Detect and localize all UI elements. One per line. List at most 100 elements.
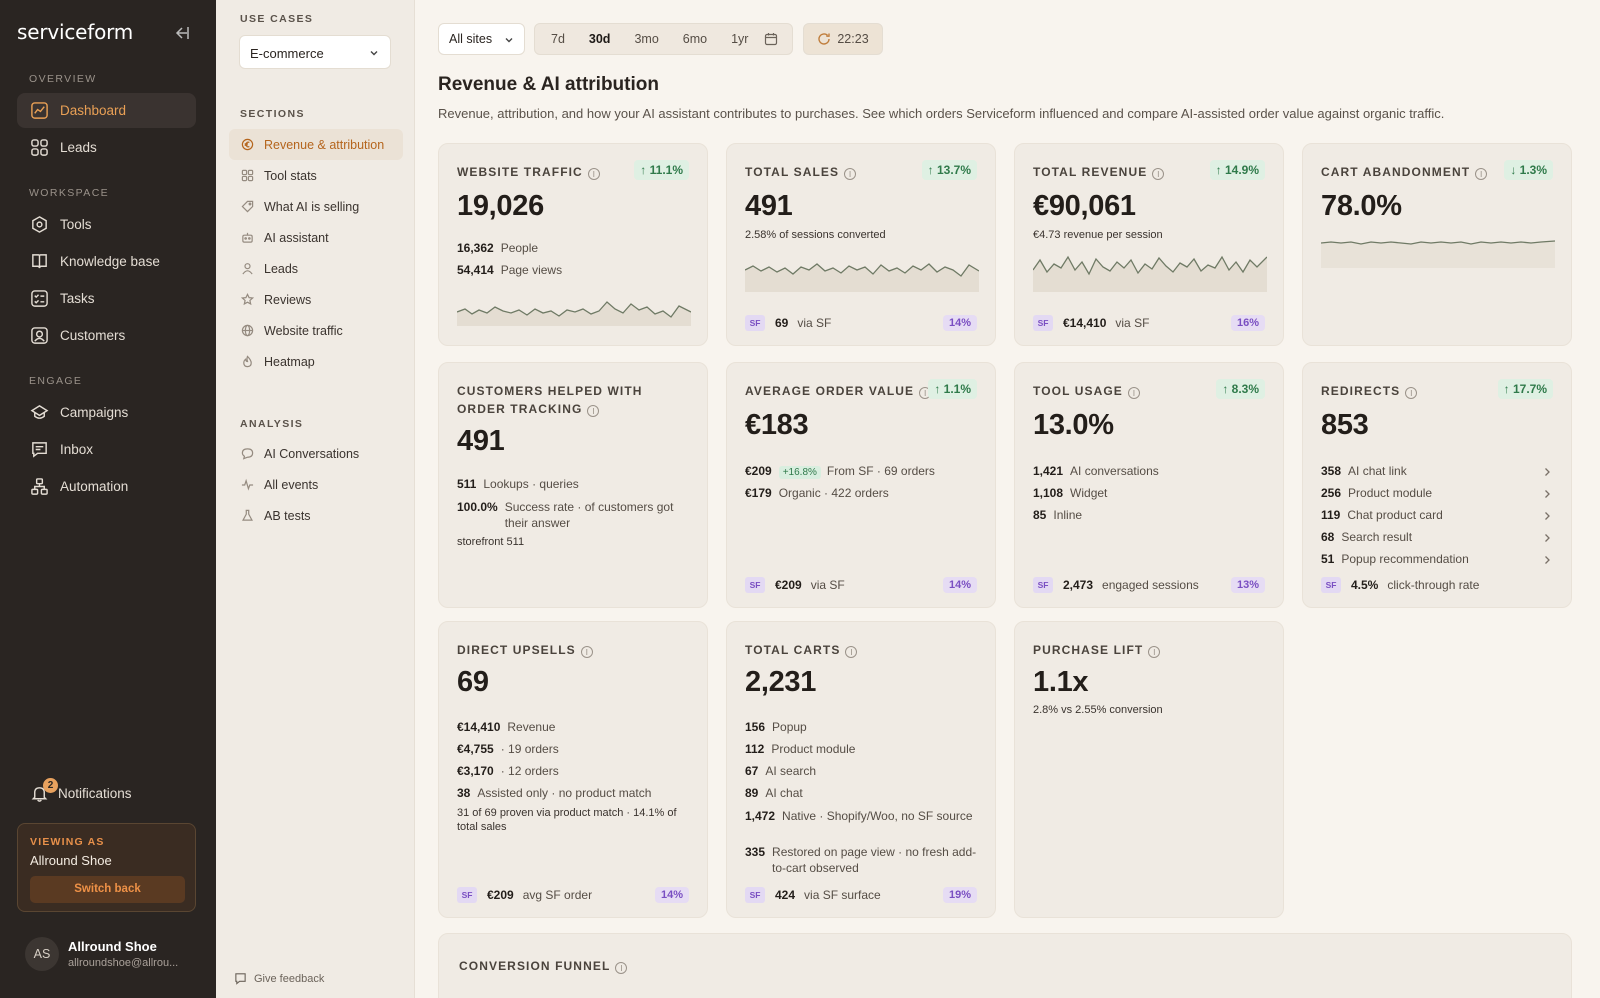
section-label-workspace: WORKSPACE: [29, 187, 110, 199]
sf-badge: SF: [1033, 577, 1053, 593]
switch-back-button[interactable]: Switch back: [30, 876, 185, 903]
sf-badge: SF: [457, 887, 477, 903]
calendar-icon[interactable]: [764, 32, 778, 46]
card-order-tracking: CUSTOMERS HELPED WITH ORDER TRACKING i 49…: [438, 362, 708, 608]
main-content: All sites 7d 30d 3mo 6mo 1yr 22:23 Reven…: [415, 0, 1600, 998]
nav-leads[interactable]: Leads: [17, 130, 196, 165]
section-all-events[interactable]: All events: [229, 469, 403, 500]
nav-campaigns[interactable]: Campaigns: [17, 395, 196, 430]
uplift-badge: +16.8%: [778, 466, 821, 479]
grid-icon: [241, 169, 254, 182]
range-7d[interactable]: 7d: [551, 32, 565, 46]
chevron-right-icon[interactable]: [1543, 467, 1551, 477]
section-label: What AI is selling: [264, 199, 360, 214]
nav-automation[interactable]: Automation: [17, 469, 196, 504]
nav-customers[interactable]: Customers: [17, 318, 196, 353]
metric-row: 335 Restored on page view · no fresh add-…: [745, 845, 977, 875]
metric-row: 89 AI chat: [745, 786, 803, 800]
redirect-row[interactable]: 119 Chat product card: [1321, 508, 1443, 522]
metric-value: 13.0%: [1033, 409, 1114, 441]
section-label: AB tests: [264, 508, 311, 523]
tag-icon: [241, 200, 254, 213]
info-icon: i: [1148, 646, 1161, 658]
section-ai-conversations[interactable]: AI Conversations: [229, 438, 403, 469]
info-icon: i: [845, 646, 858, 658]
chart-icon: [31, 102, 48, 119]
page-description: Revenue, attribution, and how your AI as…: [438, 106, 1445, 121]
section-tool-stats[interactable]: Tool stats: [229, 160, 403, 191]
metric-value: 69: [457, 666, 489, 698]
metric-value: 491: [745, 190, 793, 222]
section-nav: USE CASES E-commerce SECTIONS Revenue & …: [216, 0, 415, 998]
change-badge: ↑ 14.9%: [1209, 160, 1265, 180]
card-redirects: REDIRECTS i ↑ 17.7% 853 358 AI chat link 2…: [1302, 362, 1572, 608]
metric-value: 19,026: [457, 190, 544, 222]
nav-label: Leads: [60, 140, 97, 155]
nav-label: Customers: [60, 328, 126, 343]
use-case-select[interactable]: E-commerce: [239, 35, 391, 69]
section-revenue-attribution[interactable]: Revenue & attribution: [229, 129, 403, 160]
flame-icon: [243, 355, 252, 368]
metric-row: 156 Popup: [745, 720, 807, 734]
metric-value: 853: [1321, 409, 1369, 441]
sf-footer: SF 2,473 engaged sessions 13%: [1033, 576, 1265, 594]
card-title: TOTAL REVENUE i: [1033, 163, 1165, 181]
metric-value: €90,061: [1033, 190, 1136, 222]
section-label: AI assistant: [264, 230, 329, 245]
sf-footer: SF 424 via SF surface 19%: [745, 886, 977, 904]
section-leads[interactable]: Leads: [229, 253, 403, 284]
card-total-revenue: TOTAL REVENUE i ↑ 14.9% €90,061 €4.73 rev…: [1014, 143, 1284, 346]
nav-tools[interactable]: Tools: [17, 207, 196, 242]
range-1yr[interactable]: 1yr: [731, 32, 749, 46]
metric-note: storefront 511: [457, 536, 525, 548]
nav-inbox[interactable]: Inbox: [17, 432, 196, 467]
section-reviews[interactable]: Reviews: [229, 284, 403, 315]
metric-row: €3,170 · 12 orders: [457, 764, 559, 778]
chevron-right-icon[interactable]: [1543, 533, 1551, 543]
sf-percent: 14%: [942, 315, 977, 331]
info-icon: i: [615, 962, 628, 974]
nav-label: Inbox: [60, 442, 94, 457]
section-label: All events: [264, 477, 319, 492]
section-label: Heatmap: [264, 354, 315, 369]
nav-knowledge-base[interactable]: Knowledge base: [17, 244, 196, 279]
chevron-down-icon: [370, 51, 378, 56]
nav-dashboard[interactable]: Dashboard: [17, 93, 196, 128]
site-select[interactable]: All sites: [438, 23, 525, 55]
collapse-sidebar-icon[interactable]: [172, 24, 190, 42]
change-badge: ↑ 17.7%: [1497, 379, 1553, 399]
brand-logo: serviceform: [17, 20, 134, 44]
metric-row: 1,472 Native · Shopify/Woo, no SF source: [745, 809, 973, 823]
notifications-button[interactable]: 2 Notifications: [17, 776, 132, 810]
card-cart-abandonment: CART ABANDONMENT i ↓ 1.3% 78.0%: [1302, 143, 1572, 346]
section-heatmap[interactable]: Heatmap: [229, 346, 403, 377]
sf-badge: SF: [1033, 315, 1053, 331]
card-tool-usage: TOOL USAGE i ↑ 8.3% 13.0% 1,421 AI convers…: [1014, 362, 1284, 608]
redirect-row[interactable]: 51 Popup recommendation: [1321, 552, 1469, 566]
give-feedback-link[interactable]: Give feedback: [234, 972, 324, 985]
chevron-right-icon[interactable]: [1543, 489, 1551, 499]
card-direct-upsells: DIRECT UPSELLS i 69 €14,410 Revenue €4,755…: [438, 621, 708, 918]
info-icon: i: [844, 168, 857, 180]
refresh-button[interactable]: 22:23: [803, 23, 883, 55]
chevron-right-icon[interactable]: [1543, 555, 1551, 565]
revenue-sparkline: [1033, 255, 1267, 292]
range-3mo[interactable]: 3mo: [634, 32, 659, 46]
star-icon: [241, 293, 254, 306]
redirect-row[interactable]: 256 Product module: [1321, 486, 1433, 500]
sections-label: SECTIONS: [240, 108, 305, 120]
section-what-ai-selling[interactable]: What AI is selling: [229, 191, 403, 222]
metric-row: 85 Inline: [1033, 508, 1083, 522]
range-6mo[interactable]: 6mo: [682, 32, 708, 46]
nav-tasks[interactable]: Tasks: [17, 281, 196, 316]
section-ab-tests[interactable]: AB tests: [229, 500, 403, 531]
card-title: CONVERSION FUNNEL i: [459, 957, 628, 975]
chevron-right-icon[interactable]: [1543, 511, 1551, 521]
metric-value: 78.0%: [1321, 190, 1402, 222]
redirect-row[interactable]: 358 AI chat link: [1321, 464, 1407, 478]
range-30d[interactable]: 30d: [588, 32, 611, 46]
section-website-traffic[interactable]: Website traffic: [229, 315, 403, 346]
redirect-row[interactable]: 68 Search result: [1321, 530, 1413, 544]
section-ai-assistant[interactable]: AI assistant: [229, 222, 403, 253]
sf-percent: 19%: [942, 887, 977, 903]
